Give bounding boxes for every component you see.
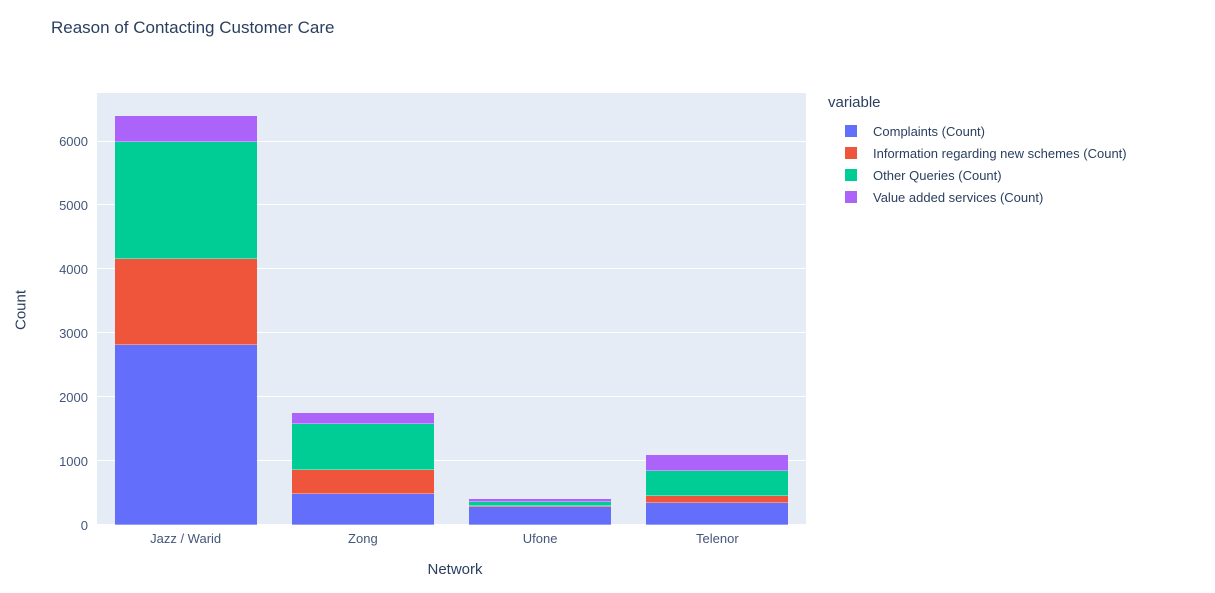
legend-title: variable	[828, 94, 881, 111]
bar-segment-telenor-information-regarding-new-schemes-count[interactable]	[646, 495, 789, 503]
gridline-5000	[97, 204, 806, 206]
bar-segment-jazz-warid-information-regarding-new-schemes-count[interactable]	[114, 259, 257, 345]
x-axis-title: Network	[427, 561, 483, 578]
legend-items: Complaints (Count) Information regarding …	[828, 120, 1127, 208]
y-axis-title: Count	[12, 289, 30, 331]
gridline-2000	[97, 396, 806, 398]
gridline-1000	[97, 460, 806, 462]
chart-title: Reason of Contacting Customer Care	[51, 18, 335, 37]
bar-segment-telenor-other-queries-count[interactable]	[646, 471, 789, 496]
legend-item-label: Other Queries (Count)	[873, 167, 1002, 183]
legend-item-label: Information regarding new schemes (Count…	[873, 145, 1127, 161]
y-tick-label-4000: 4000	[59, 261, 88, 277]
gridline-3000	[97, 332, 806, 334]
bar-segment-ufone-information-regarding-new-schemes-count[interactable]	[469, 506, 612, 508]
bar-segment-telenor-value-added-services-count[interactable]	[646, 455, 789, 472]
x-tick-label-telenor: Telenor	[696, 531, 739, 546]
legend-swatch-icon	[845, 125, 857, 137]
legend-item-complaints-count[interactable]: Complaints (Count)	[828, 120, 1127, 142]
y-tick-label-3000: 3000	[59, 325, 88, 341]
bar-segment-zong-other-queries-count[interactable]	[291, 424, 434, 471]
legend-item-label: Value added services (Count)	[873, 189, 1044, 205]
bar-segment-jazz-warid-value-added-services-count[interactable]	[114, 116, 257, 142]
x-tick-label-jazz-warid: Jazz / Warid	[150, 531, 222, 546]
legend-item-other-queries-count[interactable]: Other Queries (Count)	[828, 164, 1127, 186]
x-tick-label-ufone: Ufone	[522, 531, 558, 546]
legend-item-label: Complaints (Count)	[873, 123, 985, 139]
legend-swatch-icon	[845, 191, 857, 203]
legend-swatch-icon	[845, 169, 857, 181]
bar-segment-jazz-warid-complaints-count[interactable]	[114, 344, 257, 525]
legend-item-value-added-services-count[interactable]: Value added services (Count)	[828, 186, 1127, 208]
bar-segment-zong-information-regarding-new-schemes-count[interactable]	[291, 470, 434, 495]
bar-segment-ufone-complaints-count[interactable]	[469, 507, 612, 525]
y-tick-label-1000: 1000	[59, 453, 88, 469]
bar-ufone	[469, 499, 612, 525]
bar-segment-zong-value-added-services-count[interactable]	[291, 412, 434, 425]
bar-segment-ufone-value-added-services-count[interactable]	[469, 499, 612, 503]
legend-item-information-regarding-new-schemes-count[interactable]: Information regarding new schemes (Count…	[828, 142, 1127, 164]
bar-segment-zong-complaints-count[interactable]	[291, 494, 434, 525]
y-tick-label-2000: 2000	[59, 389, 88, 405]
legend: variable Complaints (Count) Information r…	[828, 94, 1127, 208]
y-tick-label-5000: 5000	[59, 197, 88, 213]
bar-segment-jazz-warid-other-queries-count[interactable]	[114, 141, 257, 260]
legend-swatch-icon	[845, 147, 857, 159]
bar-segment-ufone-other-queries-count[interactable]	[469, 502, 612, 507]
gridline-4000	[97, 268, 806, 270]
x-tick-label-zong: Zong	[348, 531, 378, 546]
y-tick-label-6000: 6000	[59, 134, 88, 150]
plot-area[interactable]	[97, 93, 806, 526]
bar-jazz-warid	[114, 116, 257, 525]
gridline-6000	[97, 140, 806, 142]
zero-line	[97, 524, 806, 526]
bar-segment-telenor-complaints-count[interactable]	[646, 502, 789, 525]
bar-telenor	[646, 455, 789, 525]
y-tick-label-0: 0	[80, 517, 88, 533]
bar-zong	[291, 412, 434, 525]
